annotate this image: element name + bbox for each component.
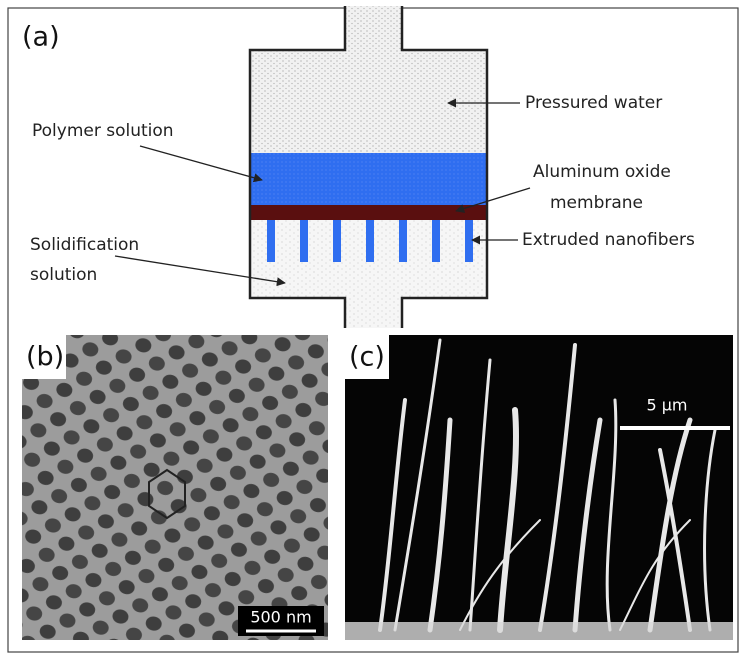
annotation: Pressured water [525, 93, 662, 113]
scale-label: 5 µm [646, 396, 687, 415]
panel-c: (c) 5 µm [345, 335, 733, 640]
annotation: Extruded nanofibers [522, 230, 695, 250]
outlet [345, 298, 402, 328]
panel-label: (b) [26, 342, 64, 373]
sem-image [22, 335, 328, 640]
annotation: Polymer solution [32, 121, 174, 141]
panel-b: (b) 500 nm [22, 335, 328, 640]
panel-label: (a) [22, 22, 60, 53]
annotation: membrane [550, 193, 643, 213]
membrane-layer [250, 205, 487, 220]
scale-label: 500 nm [250, 608, 311, 627]
annotation: solution [30, 265, 97, 285]
base [345, 622, 733, 640]
panel-a: (a) Pressured water Polymer solution Alu… [22, 6, 695, 328]
polymer-layer [250, 153, 487, 205]
panel-label: (c) [349, 342, 385, 373]
inlet [345, 6, 402, 52]
figure: (a) Pressured water Polymer solution Alu… [0, 0, 746, 661]
water-region [250, 50, 487, 153]
annotation: Solidification [30, 235, 139, 255]
annotation: Aluminum oxide [533, 162, 671, 182]
arrow [140, 146, 262, 180]
